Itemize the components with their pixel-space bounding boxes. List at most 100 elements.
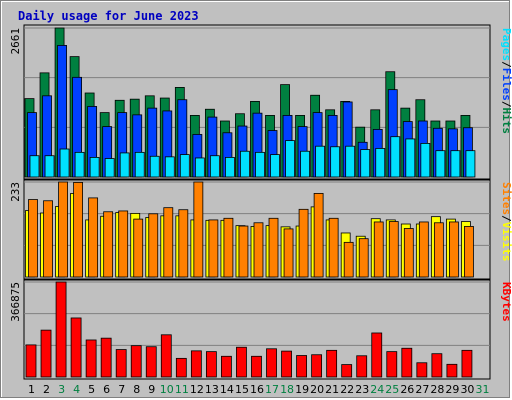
day-label-19: 19 [295,383,309,396]
bar-pages-day-10 [164,156,175,178]
bar-kbytes-day-26 [401,347,413,378]
day-label-13: 13 [205,383,219,396]
legend-kbytes: KBytes [500,282,512,322]
day-label-15: 15 [235,383,249,396]
bar-pages-day-19 [300,150,310,178]
bar-sites-day-25 [388,221,399,278]
bar-kbytes-day-9 [145,346,157,378]
day-label-6: 6 [103,383,110,396]
axis-max-label: 366875 [9,282,22,322]
bar-sites-day-4 [73,182,83,278]
bar-sites-day-17 [268,217,279,278]
bar-kbytes-day-13 [205,351,217,378]
bar-sites-day-23 [358,238,369,278]
bar-kbytes-day-25 [386,351,398,378]
bar-pages-day-21 [330,146,341,178]
bar-kbytes-day-17 [266,348,277,378]
day-label-23: 23 [355,383,369,396]
bar-sites-day-15 [238,225,249,278]
bar-kbytes-day-16 [251,355,262,378]
day-label-2: 2 [43,383,50,396]
bar-sites-day-16 [253,222,264,278]
bar-kbytes-day-7 [115,349,127,378]
axis-max-label: 233 [9,182,22,202]
bar-kbytes-day-6 [100,337,112,378]
day-label-3: 3 [58,383,65,396]
day-label-11: 11 [175,383,189,396]
day-label-10: 10 [160,383,174,396]
bar-pages-day-26 [405,138,416,178]
bar-kbytes-day-28 [431,353,443,378]
bar-pages-day-7 [119,152,130,178]
day-label-24: 24 [370,383,384,396]
bar-pages-day-8 [134,151,145,178]
bar-kbytes-day-8 [130,345,142,378]
bar-sites-day-13 [208,219,219,278]
day-label-7: 7 [118,383,125,396]
bar-kbytes-day-24 [371,332,383,378]
bar-pages-day-12 [194,157,205,178]
day-label-28: 28 [430,383,444,396]
day-label-20: 20 [310,383,324,396]
bar-kbytes-day-14 [221,355,232,378]
bar-kbytes-day-12 [190,350,202,378]
bar-kbytes-day-2 [40,329,52,378]
bar-kbytes-day-23 [356,355,368,378]
day-label-22: 22 [340,383,354,396]
day-label-29: 29 [445,383,459,396]
bar-sites-day-26 [403,228,414,278]
bar-kbytes-day-11 [175,357,187,378]
day-label-21: 21 [325,383,339,396]
legend-slash: / [500,61,512,68]
bar-pages-day-17 [270,154,280,178]
day-label-25: 25 [385,383,399,396]
bar-sites-day-5 [88,197,99,278]
legend-panel-3: KBytes [500,282,512,322]
legend-visits: Visits [500,222,512,262]
bar-pages-day-6 [104,158,115,178]
bar-sites-day-7 [118,210,129,278]
day-label-16: 16 [250,383,264,396]
day-label-4: 4 [73,383,80,396]
bar-kbytes-day-30 [461,349,473,378]
bar-kbytes-day-10 [160,334,172,378]
bar-sites-day-18 [283,228,294,278]
bar-pages-day-28 [435,150,446,178]
bar-sites-day-20 [313,193,324,278]
day-label-30: 30 [460,383,474,396]
bar-pages-day-11 [179,154,190,178]
bar-pages-day-9 [149,155,160,178]
bar-kbytes-day-20 [311,354,323,378]
bar-pages-day-2 [44,155,55,178]
bar-sites-day-30 [464,226,474,278]
bar-sites-day-12 [193,181,204,278]
bar-sites-day-27 [418,221,429,278]
bar-kbytes-day-4 [70,317,82,378]
bar-sites-day-8 [133,218,144,278]
bar-kbytes-day-19 [296,355,307,378]
bar-pages-day-5 [89,157,100,178]
bar-kbytes-day-21 [326,349,338,378]
bar-kbytes-day-29 [446,363,458,378]
bar-pages-day-30 [465,150,476,178]
bar-sites-day-6 [103,211,114,278]
bar-pages-day-16 [255,151,265,178]
bar-kbytes-day-3 [55,281,67,378]
legend-slash: / [500,101,512,108]
day-label-27: 27 [415,383,429,396]
bar-pages-day-22 [345,145,356,178]
bar-sites-day-22 [343,241,354,278]
day-label-17: 17 [265,383,279,396]
bar-pages-day-18 [285,140,295,178]
day-label-9: 9 [148,383,155,396]
bar-sites-day-19 [298,208,309,278]
plot-border [23,24,491,380]
bar-pages-day-3 [59,148,70,178]
legend-slash: / [500,215,512,222]
day-label-1: 1 [28,383,35,396]
bar-kbytes-day-18 [281,350,292,378]
day-label-14: 14 [220,383,234,396]
bar-pages-day-13 [209,155,220,178]
